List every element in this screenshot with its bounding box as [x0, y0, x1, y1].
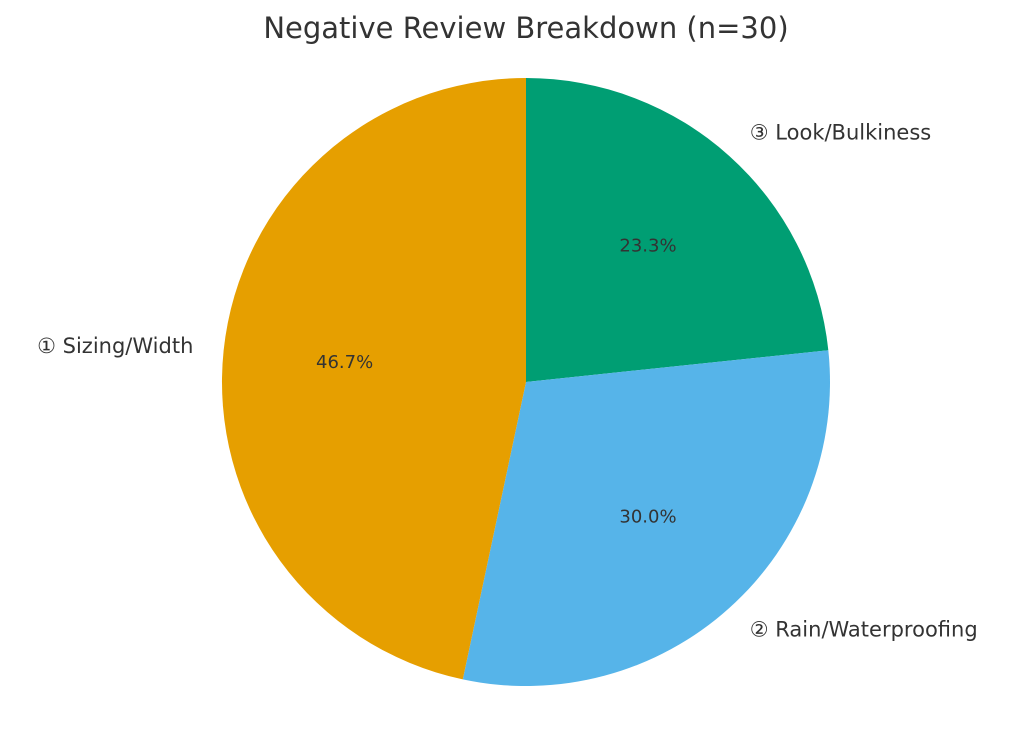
- pie-slices: [221, 77, 830, 687]
- slice-percent-label: 46.7%: [316, 352, 373, 373]
- slice-label-rain-waterproofing: ② Rain/Waterproofing: [750, 618, 978, 642]
- slice-label-sizing-width: ① Sizing/Width: [37, 334, 193, 358]
- slice-percent-label: 23.3%: [619, 236, 676, 257]
- pie-slice-look-bulkiness: [526, 78, 829, 382]
- slice-percent-label: 30.0%: [619, 507, 676, 528]
- chart-title: Negative Review Breakdown (n=30): [263, 11, 788, 45]
- pie-slice-sizing-width: [221, 77, 526, 680]
- slice-label-look-bulkiness: ③ Look/Bulkiness: [750, 121, 931, 145]
- pie-slice-rain-waterproofing: [462, 350, 830, 687]
- pie-labels: ③ Look/Bulkiness 23.3% ② Rain/Waterproofin…: [37, 121, 978, 642]
